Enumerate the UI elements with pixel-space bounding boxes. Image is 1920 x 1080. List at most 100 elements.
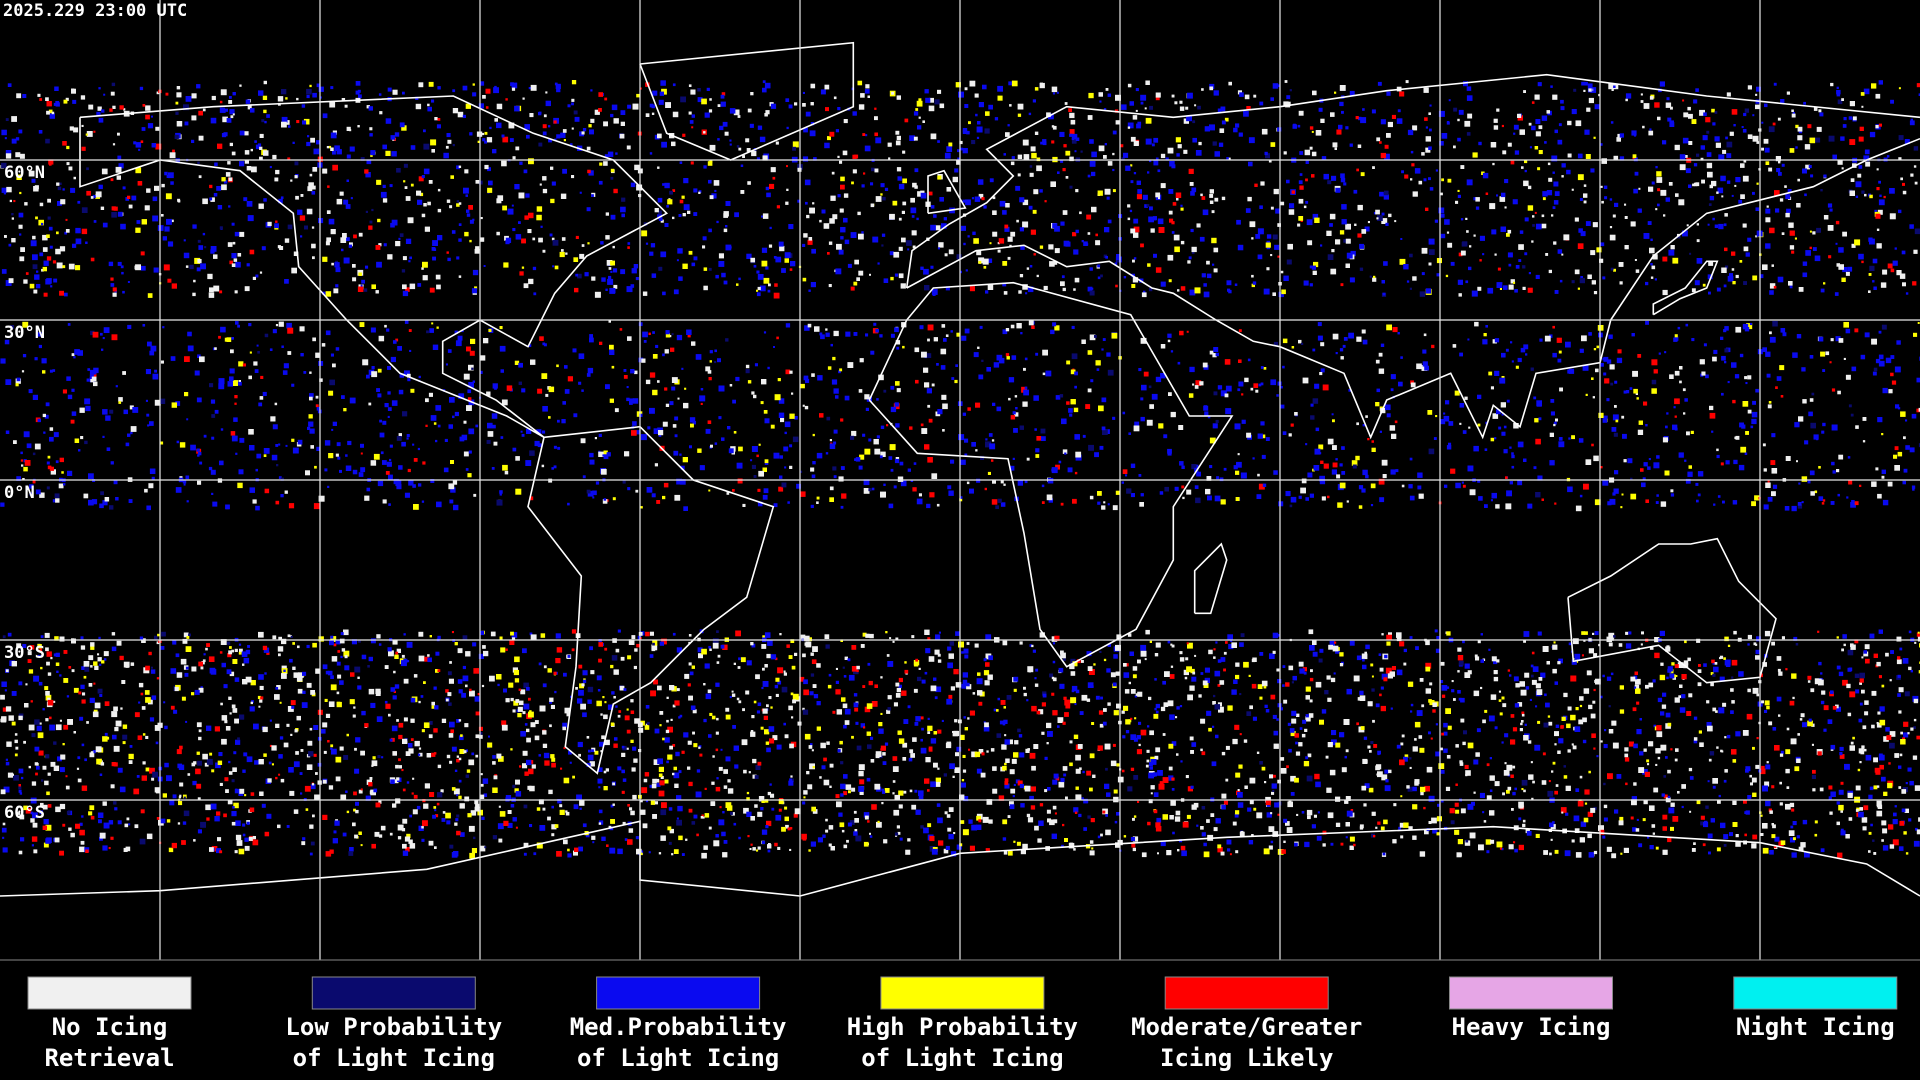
icing-pixel (964, 438, 969, 443)
icing-pixel (1331, 469, 1337, 475)
icing-pixel (785, 369, 791, 375)
icing-pixel (895, 130, 900, 135)
icing-pixel (95, 191, 102, 198)
icing-pixel (1400, 356, 1403, 359)
icing-pixel (1033, 395, 1039, 401)
icing-pixel (590, 89, 593, 92)
icing-pixel (1181, 850, 1187, 857)
icing-pixel (1525, 686, 1530, 690)
icing-pixel (1199, 236, 1205, 242)
icing-pixel (1479, 235, 1485, 241)
icing-pixel (722, 121, 728, 127)
icing-pixel (1886, 155, 1890, 158)
icing-pixel (1702, 135, 1708, 141)
icing-pixel (1653, 369, 1658, 374)
icing-pixel (494, 85, 497, 89)
icing-pixel (1239, 92, 1244, 97)
icing-pixel (311, 226, 315, 229)
icing-pixel (1759, 274, 1764, 279)
icing-pixel (1386, 324, 1392, 331)
icing-pixel (1501, 431, 1506, 436)
icing-pixel (836, 243, 842, 250)
icing-pixel (649, 372, 656, 378)
icing-pixel (487, 431, 494, 437)
icing-pixel (1153, 160, 1159, 166)
icing-pixel (1155, 267, 1162, 273)
icing-pixel (1721, 195, 1724, 198)
icing-pixel (580, 438, 586, 444)
icing-pixel (1460, 697, 1465, 703)
icing-pixel (387, 391, 391, 395)
icing-pixel (1123, 152, 1129, 158)
icing-pixel (1181, 485, 1185, 489)
icing-pixel (1696, 638, 1701, 643)
icing-pixel (140, 251, 145, 256)
icing-pixel (774, 657, 778, 661)
icing-pixel (1361, 488, 1366, 493)
icing-pixel (914, 168, 919, 173)
icing-pixel (1046, 112, 1051, 118)
icing-pixel (1488, 371, 1493, 376)
icing-pixel (1394, 220, 1397, 223)
icing-pixel (1238, 329, 1242, 333)
icing-pixel (785, 201, 789, 205)
icing-pixel (1100, 274, 1103, 278)
icing-pixel (1082, 434, 1086, 438)
icing-pixel (1256, 751, 1260, 754)
icing-pixel (226, 337, 232, 342)
icing-pixel (1693, 99, 1698, 104)
icing-pixel (912, 245, 916, 249)
icing-pixel (170, 181, 174, 185)
icing-pixel (1213, 90, 1219, 96)
icing-pixel (123, 108, 126, 111)
icing-pixel (1554, 502, 1557, 505)
icing-pixel (482, 138, 486, 142)
icing-pixel (1756, 141, 1760, 144)
icing-pixel (708, 228, 712, 233)
icing-pixel (542, 124, 547, 129)
icing-pixel (756, 289, 759, 292)
icing-pixel (802, 91, 805, 94)
icing-pixel (52, 499, 56, 503)
icing-pixel (38, 130, 43, 134)
icing-pixel (900, 480, 907, 487)
icing-pixel (1536, 401, 1542, 407)
icing-pixel (1769, 290, 1774, 295)
icing-pixel (1801, 476, 1808, 482)
icing-pixel (882, 761, 887, 765)
icing-pixel (1785, 194, 1791, 200)
icing-pixel (1913, 332, 1918, 337)
icing-pixel (43, 292, 48, 297)
icing-pixel (1513, 423, 1519, 429)
icing-pixel (1002, 261, 1008, 266)
icing-pixel (1129, 209, 1133, 213)
icing-pixel (198, 175, 202, 179)
icing-pixel (1729, 131, 1734, 136)
icing-pixel (147, 424, 150, 427)
icing-pixel (1028, 205, 1033, 210)
icing-pixel (874, 168, 879, 173)
icing-pixel (1039, 189, 1043, 193)
icing-pixel (1670, 245, 1675, 250)
icing-pixel (218, 383, 225, 390)
icing-pixel (1073, 288, 1076, 291)
icing-pixel (1768, 808, 1772, 812)
icing-pixel (746, 791, 750, 795)
icing-pixel (425, 398, 429, 403)
icing-pixel (49, 163, 52, 166)
icing-pixel (1898, 209, 1902, 214)
icing-pixel (202, 108, 206, 112)
icing-pixel (254, 369, 259, 373)
icing-pixel (175, 487, 182, 493)
icing-pixel (388, 474, 393, 480)
icing-pixel (1496, 282, 1503, 288)
icing-pixel (1679, 380, 1682, 384)
icing-pixel (704, 112, 710, 118)
icing-pixel (238, 381, 242, 386)
icing-pixel (1491, 229, 1497, 235)
icing-pixel (214, 162, 218, 166)
icing-pixel (1386, 413, 1391, 418)
icing-pixel (1314, 448, 1321, 455)
icing-pixel (1535, 438, 1541, 445)
icing-pixel (978, 374, 984, 380)
